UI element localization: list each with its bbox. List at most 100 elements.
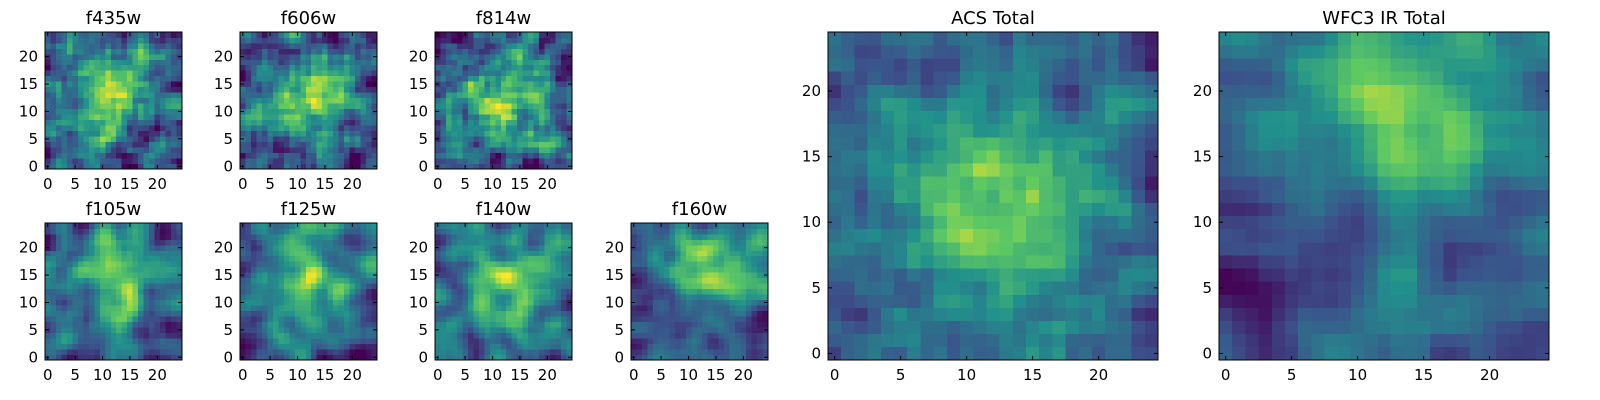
heatmap-cell [360, 59, 367, 66]
heatmap-cell [99, 81, 106, 88]
heatmap-cell [66, 338, 73, 344]
heatmap-cell [484, 305, 491, 312]
heatmap-cell [267, 75, 274, 82]
heatmap-cell [631, 250, 637, 257]
heatmap-cell [641, 233, 648, 240]
heatmap-cell [116, 288, 123, 295]
heatmap-cell [110, 75, 117, 82]
heatmap-cell [322, 141, 329, 148]
heatmap-cell [489, 64, 496, 71]
heatmap-cell [88, 288, 95, 295]
heatmap-cell [489, 327, 496, 333]
heatmap-cell [105, 119, 112, 126]
heatmap-cell [77, 92, 84, 99]
heatmap-cell [289, 239, 296, 246]
heatmap-cell [550, 327, 556, 333]
heatmap-cell [121, 338, 128, 344]
heatmap-cell [116, 310, 123, 317]
heatmap-cell [999, 189, 1014, 203]
heatmap-cell [500, 283, 507, 290]
heatmap-cell [647, 310, 654, 317]
heatmap-cell [171, 343, 177, 350]
heatmap-cell [641, 327, 648, 333]
heatmap-cell [440, 152, 447, 159]
heatmap-cell [841, 346, 855, 361]
heatmap-cell [506, 59, 513, 66]
heatmap-cell [484, 343, 491, 350]
heatmap-cell [729, 228, 736, 235]
heatmap-cell [245, 130, 252, 137]
heatmap-cell [132, 119, 139, 126]
heatmap-cell [735, 305, 741, 312]
heatmap-cell [149, 255, 155, 262]
heatmap-cell [713, 255, 720, 262]
heatmap-cell [72, 272, 79, 279]
heatmap-cell [305, 130, 312, 137]
heatmap-cell [154, 125, 161, 131]
heatmap-cell [641, 354, 648, 361]
heatmap-cell [473, 158, 480, 164]
heatmap-cell [105, 305, 112, 312]
heatmap-cell [160, 233, 166, 240]
heatmap-cell [517, 288, 524, 295]
heatmap-cell [533, 349, 540, 355]
heatmap-cell [528, 354, 534, 361]
heatmap-cell [1078, 228, 1093, 243]
heatmap-cell [920, 307, 934, 321]
heatmap-cell [663, 316, 670, 322]
heatmap-cell [316, 244, 323, 251]
heatmap-cell [176, 261, 183, 268]
heatmap-cell [360, 53, 367, 60]
heatmap-cell [105, 53, 112, 60]
heatmap-cell [658, 244, 665, 251]
heatmap-cell [456, 108, 463, 115]
heatmap-cell [322, 327, 329, 333]
heatmap-cell [517, 305, 524, 312]
heatmap-cell [165, 332, 172, 339]
heatmap-cell [50, 103, 57, 110]
heatmap-cell [533, 272, 540, 279]
heatmap-cell [506, 64, 513, 71]
axes-frame [44, 31, 183, 170]
heatmap-cell [333, 130, 339, 137]
heatmap-cell [674, 310, 681, 317]
heatmap-cell [278, 114, 285, 121]
heatmap-cell [495, 354, 502, 361]
heatmap-cell [66, 321, 73, 328]
heatmap-cell [718, 239, 725, 246]
heatmap-cell [500, 261, 507, 268]
heatmap-cell [165, 228, 172, 235]
heatmap-cell [366, 42, 372, 49]
heatmap-cell [522, 228, 529, 235]
heatmap-cell [561, 64, 567, 71]
heatmap-cell [256, 272, 263, 279]
heatmap-cell [366, 349, 372, 355]
heatmap-cell [154, 332, 161, 339]
heatmap-cell [300, 152, 307, 159]
heatmap-cell [149, 228, 155, 235]
heatmap-cell [256, 37, 263, 44]
heatmap-cell [511, 53, 518, 60]
heatmap-cell [165, 158, 172, 164]
heatmap-cell [757, 354, 763, 361]
heatmap-cell [1065, 176, 1080, 190]
heatmap-cell [55, 75, 62, 82]
heatmap-cell [278, 59, 285, 66]
heatmap-cell [696, 316, 703, 322]
heatmap-cell [245, 70, 252, 77]
heatmap-cell [77, 255, 84, 262]
heatmap-cell [149, 119, 155, 126]
heatmap-cell [1131, 228, 1146, 243]
heatmap-cell [338, 310, 345, 317]
heatmap-cell [533, 70, 540, 77]
heatmap-cell [713, 239, 720, 246]
heatmap-cell [366, 338, 372, 344]
heatmap-cell [121, 239, 128, 246]
heatmap-cell [533, 86, 540, 93]
heatmap-cell [289, 108, 296, 115]
heatmap-cell [110, 130, 117, 137]
heatmap-cell [462, 53, 469, 60]
heatmap-cell [360, 152, 367, 159]
heatmap-cell [327, 141, 334, 148]
axes-frame [239, 31, 378, 170]
